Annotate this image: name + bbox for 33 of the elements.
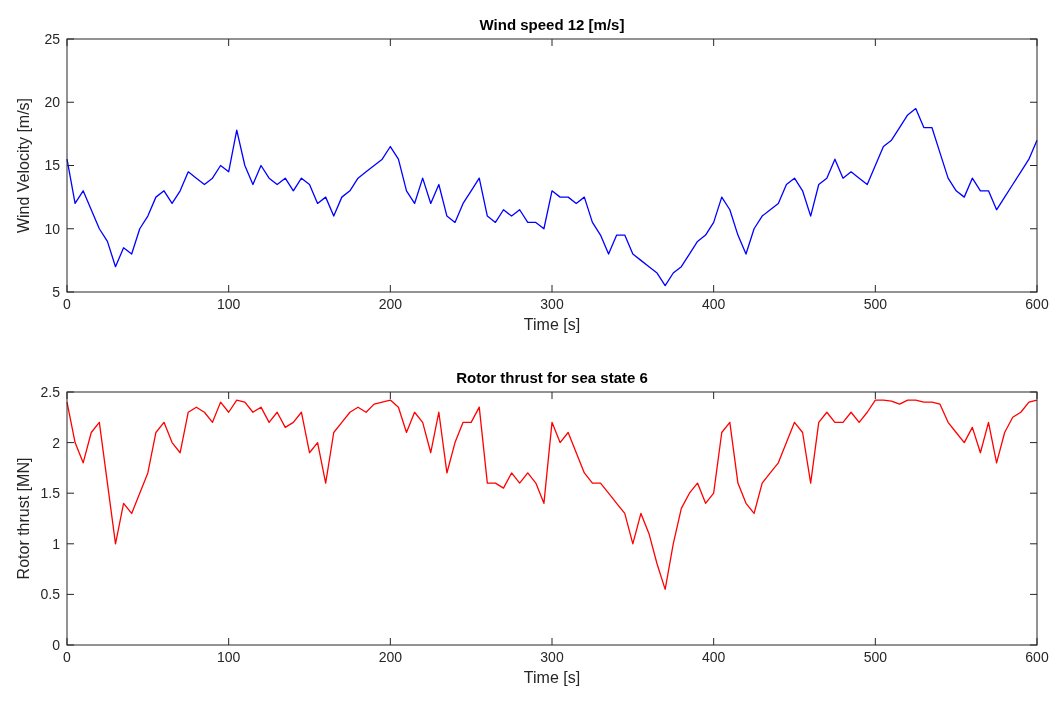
y-tick-label: 15 <box>44 157 61 174</box>
x-tick-label: 0 <box>63 296 72 312</box>
y-tick-label: 2.5 <box>40 383 61 400</box>
line-series <box>66 399 1038 590</box>
x-tick-label: 100 <box>216 649 241 665</box>
x-tick-label: 400 <box>701 649 726 665</box>
y-tick-label: 0.5 <box>40 586 61 603</box>
x-tick-label: 200 <box>378 296 403 312</box>
line-series <box>66 107 1038 287</box>
x-tick-label: 500 <box>863 649 888 665</box>
y-tick-label: 25 <box>44 30 61 47</box>
x-tick-label: 200 <box>378 649 403 665</box>
x-tick-label: 600 <box>1025 296 1049 312</box>
y-axis-title: Rotor thrust [MN] <box>15 457 32 580</box>
y-tick-label: 1 <box>52 535 61 552</box>
x-tick-label: 300 <box>540 296 564 312</box>
x-tick-label: 300 <box>540 649 564 665</box>
chart-title: Wind speed 12 [m/s] <box>479 16 625 33</box>
y-tick-label: 1.5 <box>40 485 61 502</box>
x-tick-label: 400 <box>701 296 726 312</box>
y-tick-label: 20 <box>44 94 61 111</box>
y-tick-label: 10 <box>44 220 61 237</box>
x-axis-title: Time [s] <box>523 316 581 333</box>
x-tick-label: 500 <box>863 296 888 312</box>
x-tick-label: 0 <box>63 649 72 665</box>
y-tick-label: 0 <box>52 636 61 653</box>
x-axis-title: Time [s] <box>523 669 581 686</box>
y-tick-label: 2 <box>52 434 61 451</box>
x-tick-label: 100 <box>216 296 241 312</box>
chart-title: Rotor thrust for sea state 6 <box>456 369 648 386</box>
y-tick-label: 5 <box>52 283 61 300</box>
y-axis-title: Wind Velocity [m/s] <box>15 97 32 234</box>
x-tick-label: 600 <box>1025 649 1049 665</box>
